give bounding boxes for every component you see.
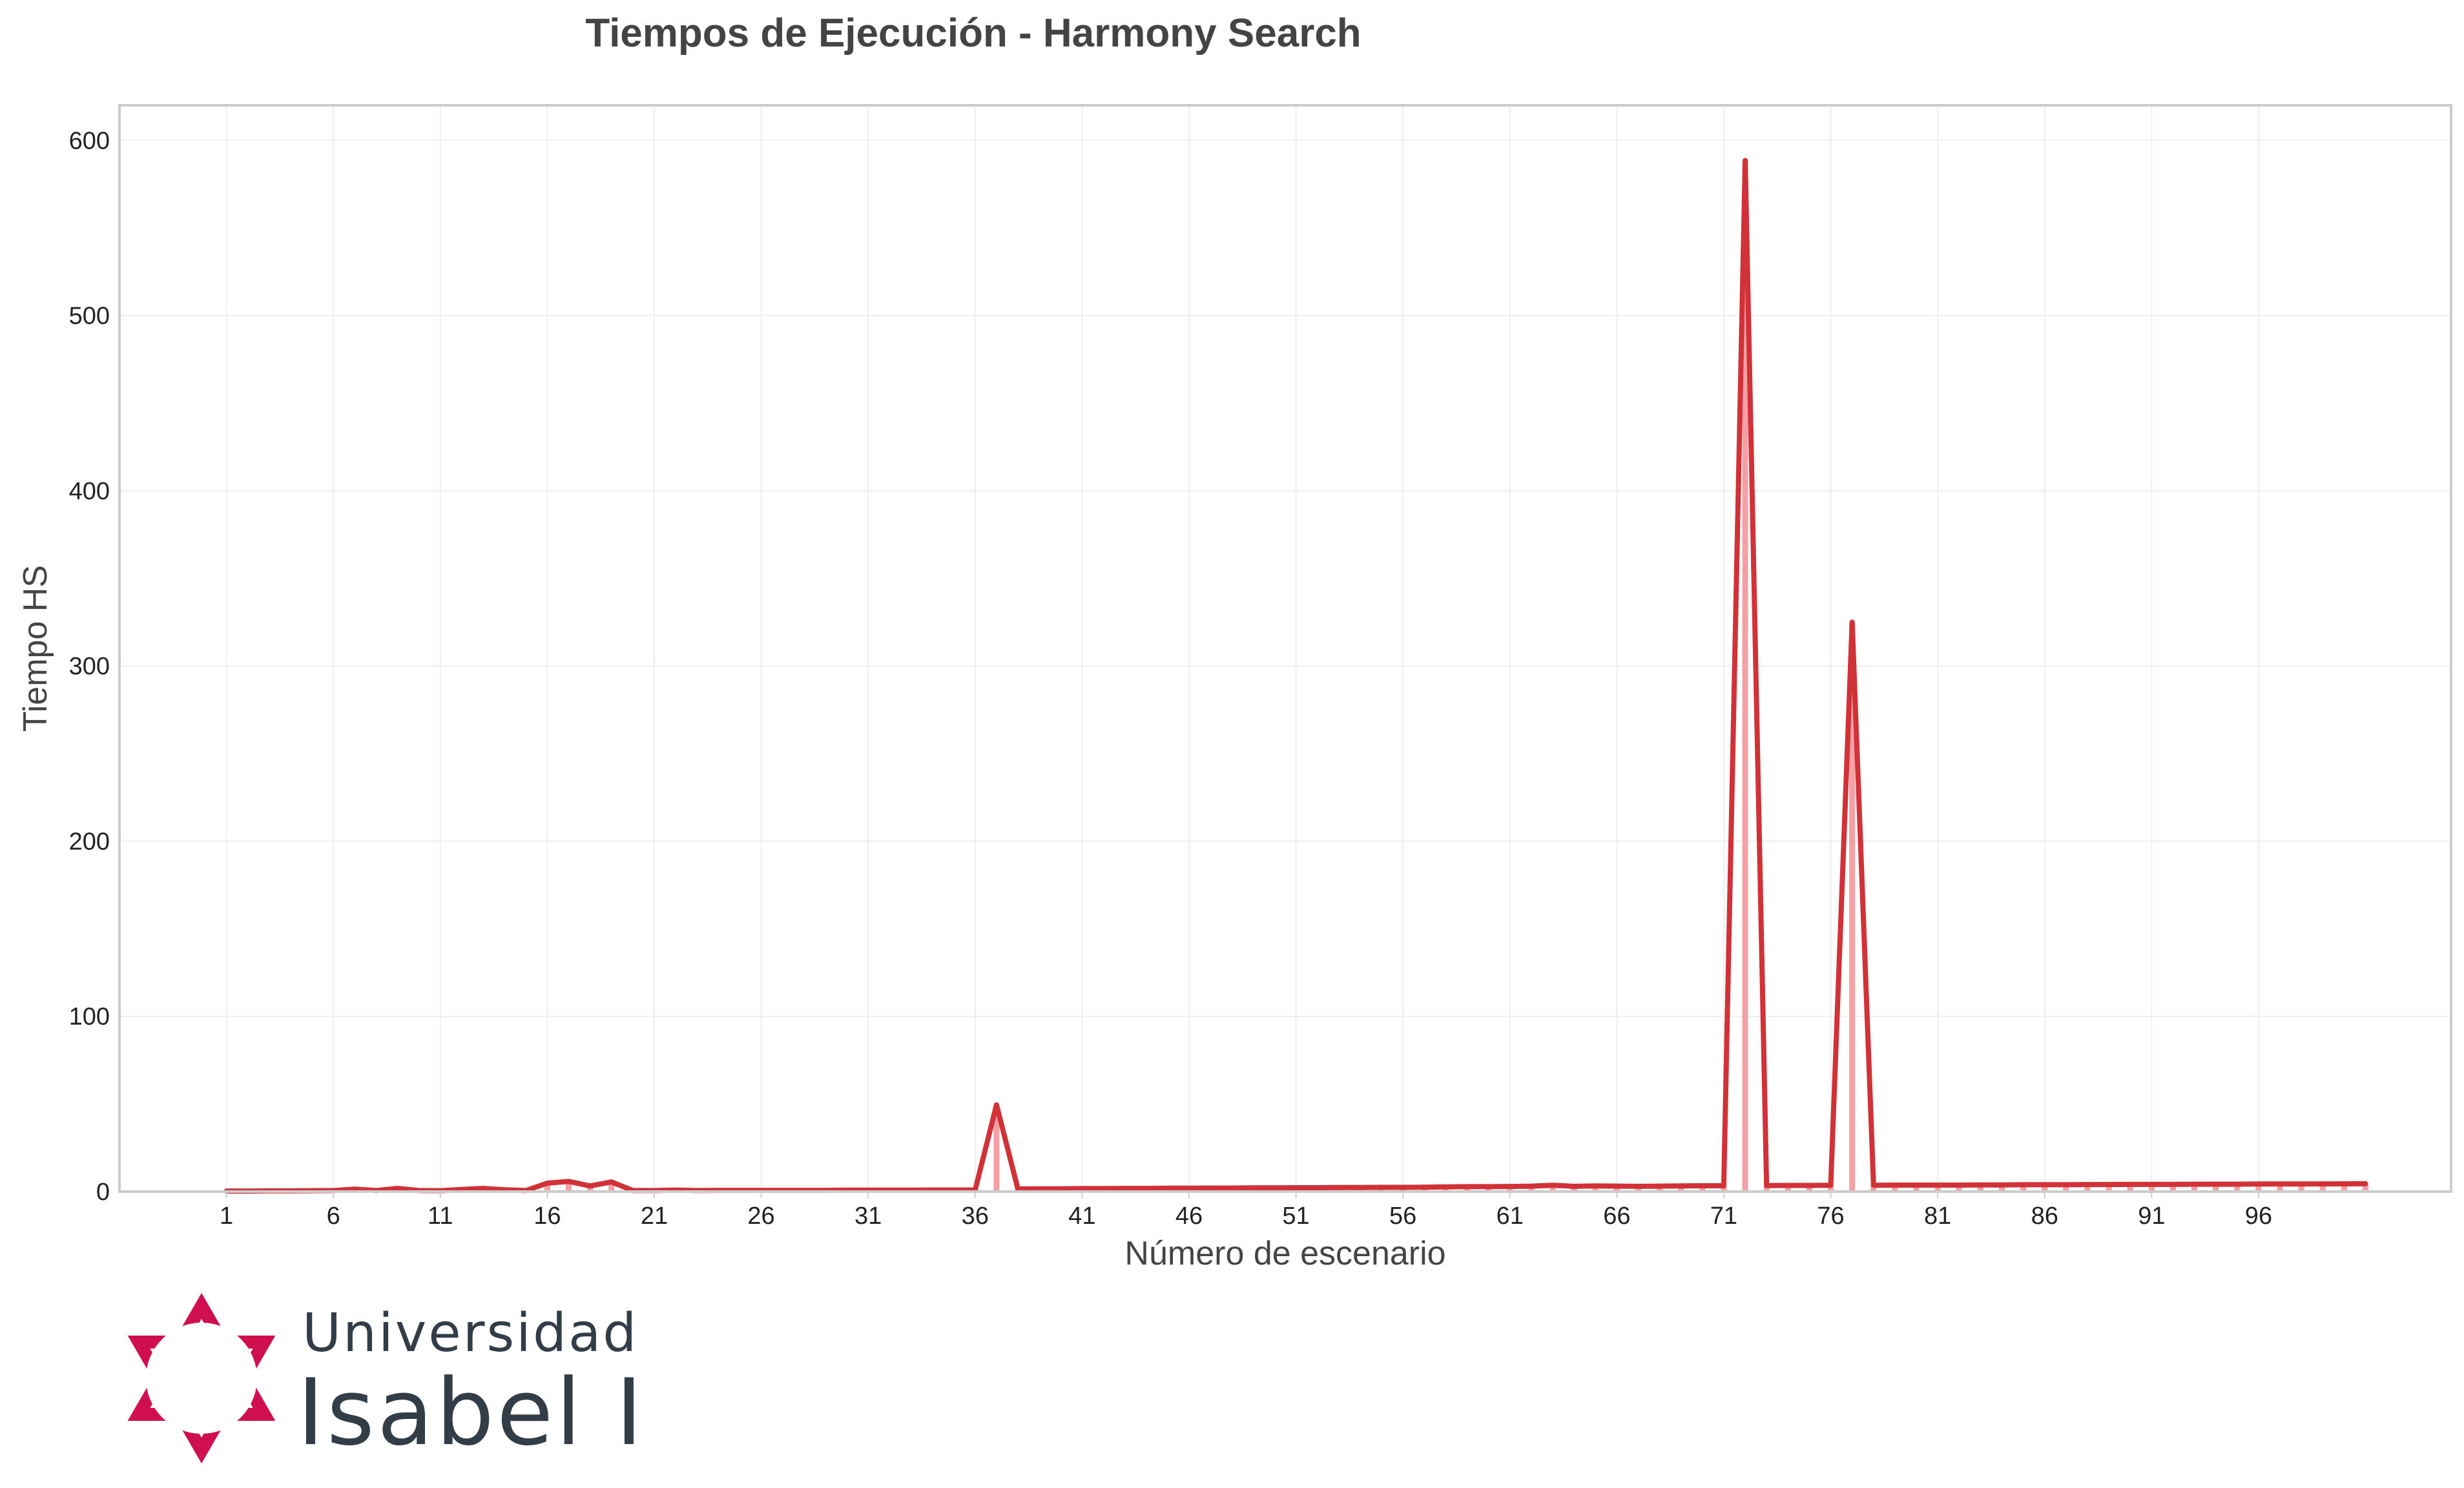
y-axis-label: Tiempo HS [17, 565, 54, 732]
star-emblem-icon [127, 1293, 276, 1463]
y-tick-label: 200 [69, 828, 110, 855]
y-tick-label: 300 [69, 653, 110, 680]
x-ticks: 1 6 11 16 21 26 31 36 41 46 51 56 61 66 71 76 81 86 91 96 [220, 1192, 2272, 1230]
x-tick-label: 86 [2031, 1203, 2058, 1230]
x-tick-label: 21 [641, 1203, 668, 1230]
logo-line-1: Universidad [302, 1303, 638, 1364]
plot-frame [118, 104, 2452, 1193]
y-ticks: 0 100 200 300 400 500 600 [69, 127, 110, 1206]
y-tick-label: 500 [69, 303, 110, 330]
x-tick-label: 6 [327, 1203, 340, 1230]
x-tick-label: 46 [1175, 1203, 1203, 1230]
chart-title: Tiempos de Ejecución - Harmony Search [585, 11, 1361, 56]
logo-line-2: Isabel I [297, 1359, 645, 1466]
x-tick-label: 61 [1496, 1203, 1524, 1230]
y-tick-label: 400 [69, 478, 110, 505]
x-tick-label: 31 [854, 1203, 882, 1230]
x-tick-label: 51 [1282, 1203, 1309, 1230]
university-logo: Universidad Isabel I [127, 1293, 645, 1466]
grid [119, 105, 2451, 1192]
x-tick-label: 56 [1389, 1203, 1416, 1230]
y-tick-label: 100 [69, 1004, 110, 1031]
x-tick-label: 1 [220, 1203, 233, 1230]
x-tick-label: 96 [2245, 1203, 2272, 1230]
x-tick-label: 91 [2138, 1203, 2165, 1230]
x-tick-label: 76 [1817, 1203, 1844, 1230]
x-tick-label: 81 [1924, 1203, 1951, 1230]
x-tick-label: 36 [962, 1203, 989, 1230]
x-axis-label: Número de escenario [1124, 1235, 1445, 1272]
y-tick-label: 600 [69, 127, 110, 154]
x-tick-label: 71 [1710, 1203, 1737, 1230]
x-tick-label: 26 [747, 1203, 774, 1230]
y-tick-label: 0 [96, 1179, 110, 1206]
x-tick-label: 16 [533, 1203, 561, 1230]
x-tick-label: 66 [1603, 1203, 1630, 1230]
x-tick-label: 11 [428, 1203, 453, 1230]
x-tick-label: 41 [1068, 1203, 1095, 1230]
